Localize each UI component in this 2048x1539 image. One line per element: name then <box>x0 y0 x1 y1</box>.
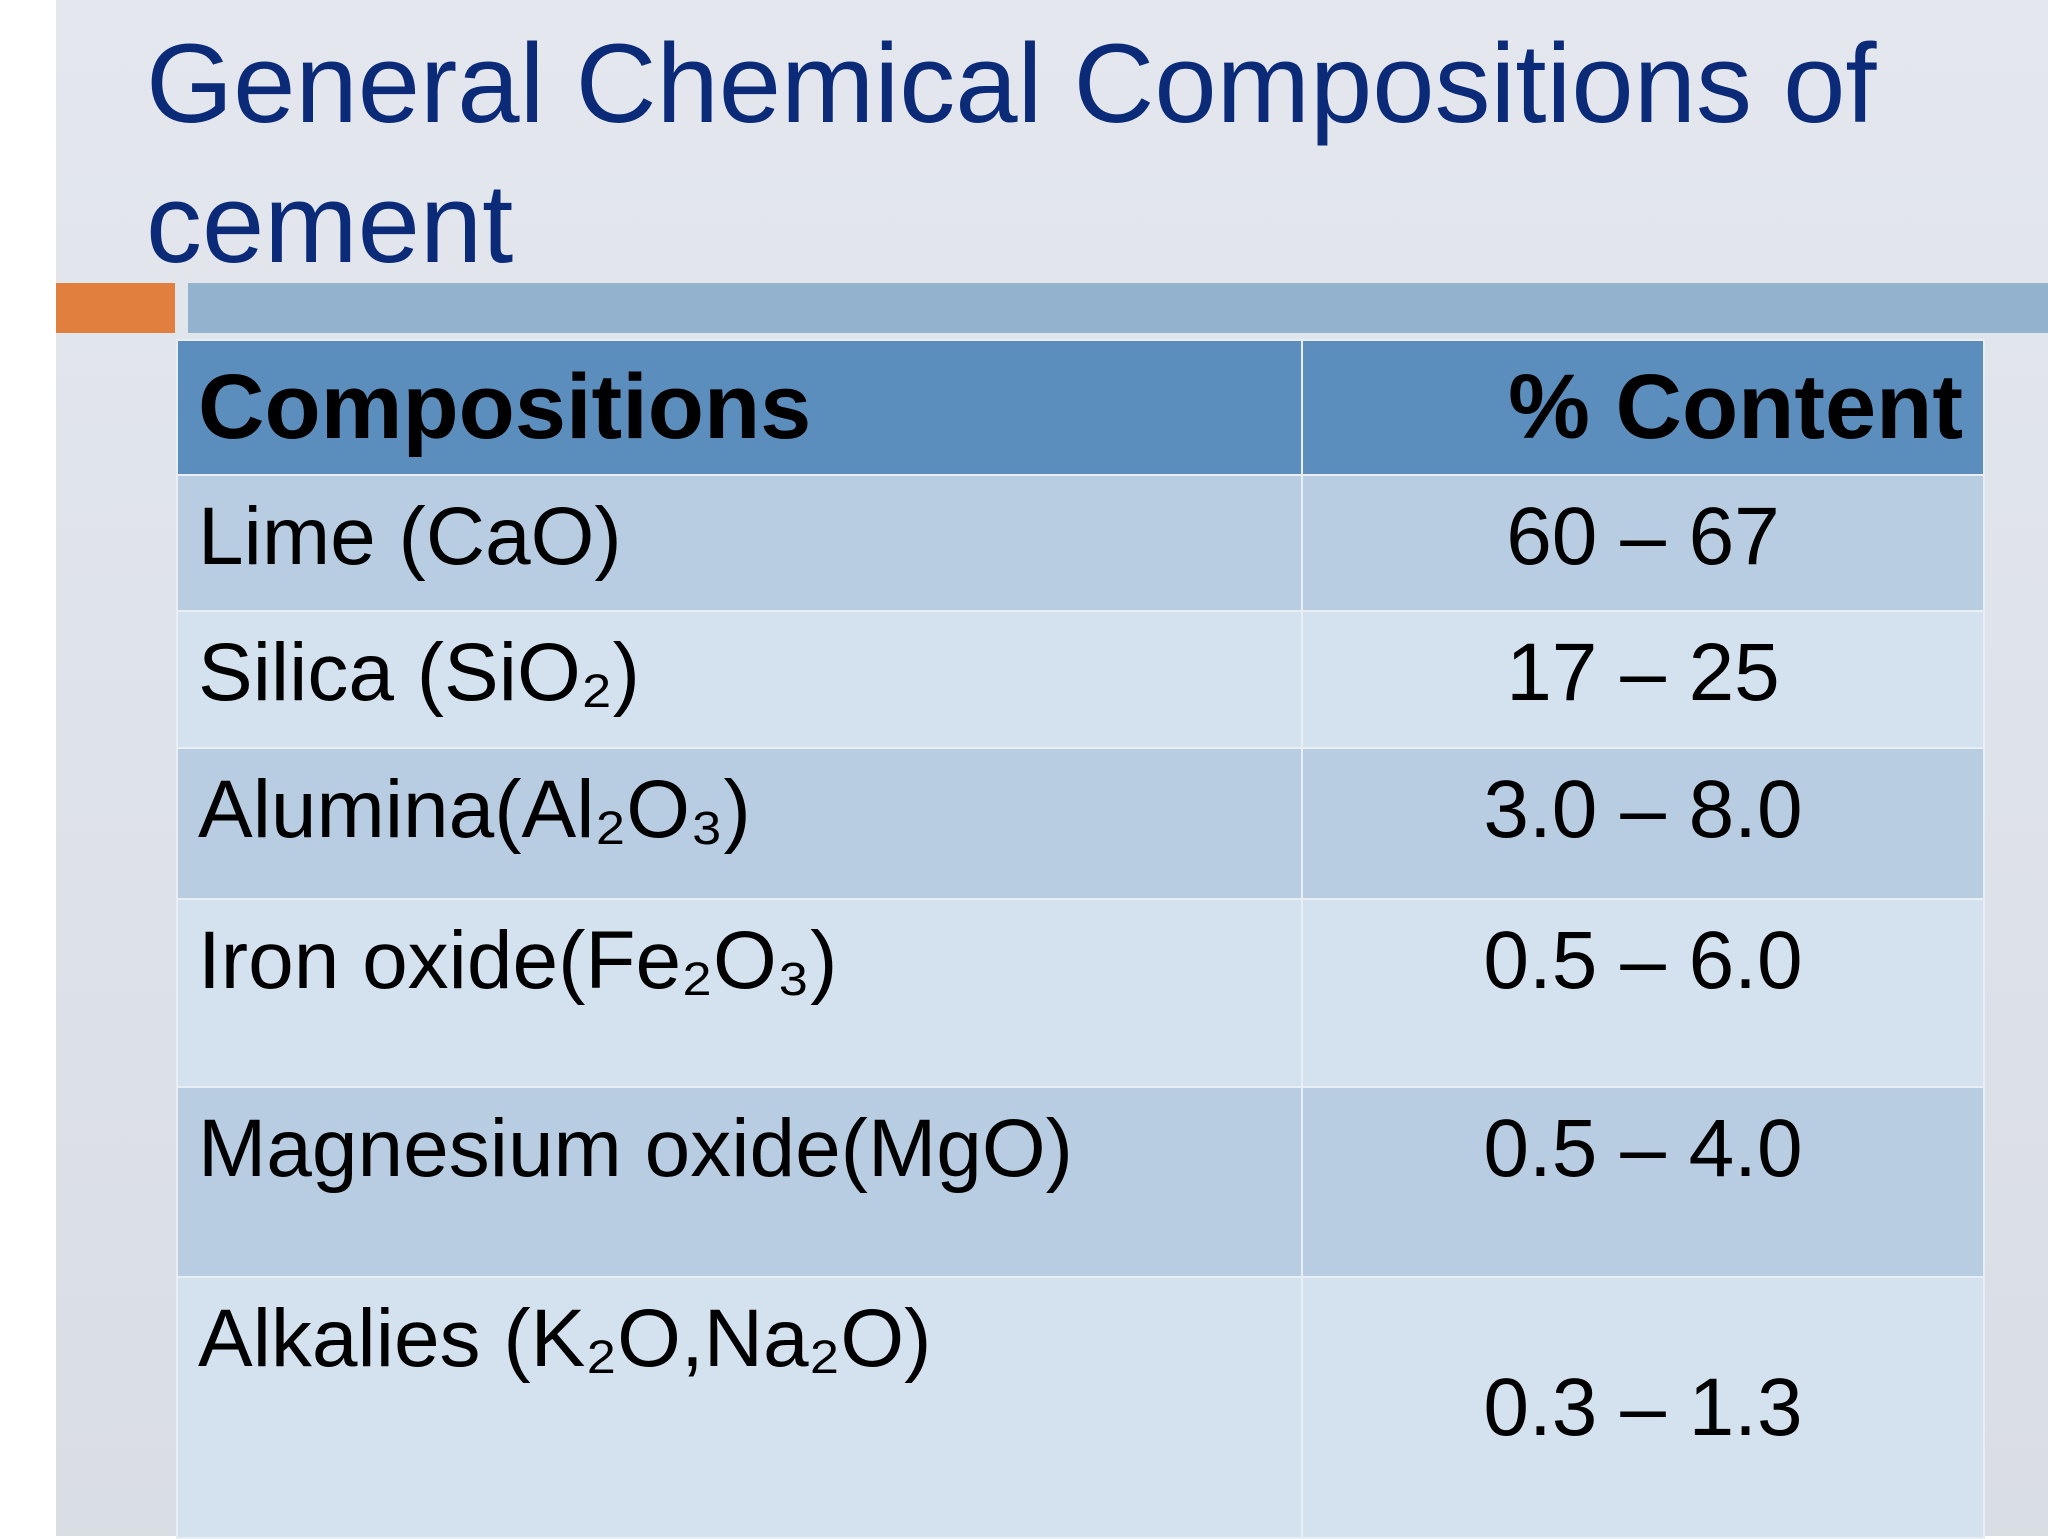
composition-cell: Alumina(Al₂O₃) <box>176 747 1303 900</box>
table-row: Alumina(Al₂O₃) 3.0 – 8.0 <box>176 747 1985 900</box>
content-cell: 0.5 – 4.0 <box>1301 1086 1985 1278</box>
content-cell: 17 – 25 <box>1301 610 1985 749</box>
composition-table: Compositions % Content Lime (CaO) 60 – 67… <box>176 339 1985 1539</box>
column-header: % Content <box>1301 339 1985 476</box>
table-head: Compositions % Content <box>176 339 1985 476</box>
column-header: Compositions <box>176 339 1303 476</box>
table-row: Lime (CaO) 60 – 67 <box>176 474 1985 612</box>
composition-cell: Iron oxide(Fe₂O₃) <box>176 898 1303 1088</box>
table-body: Lime (CaO) 60 – 67 Silica (SiO₂) 17 – 25 Alu… <box>176 474 1985 1539</box>
composition-cell: Magnesium oxide(MgO) <box>176 1086 1303 1278</box>
table-row: Alkalies (K₂O,Na₂O) 0.3 – 1.3 <box>176 1276 1985 1539</box>
header-row: Compositions % Content <box>176 339 1985 476</box>
composition-cell: Alkalies (K₂O,Na₂O) <box>176 1276 1303 1539</box>
accent-block <box>56 283 175 333</box>
content-cell: 3.0 – 8.0 <box>1301 747 1985 900</box>
accent-bar <box>188 283 2048 333</box>
content-cell: 60 – 67 <box>1301 474 1985 612</box>
composition-cell: Silica (SiO₂) <box>176 610 1303 749</box>
table-row: Iron oxide(Fe₂O₃) 0.5 – 6.0 <box>176 898 1985 1088</box>
table-row: Silica (SiO₂) 17 – 25 <box>176 610 1985 749</box>
table-row: Magnesium oxide(MgO) 0.5 – 4.0 <box>176 1086 1985 1278</box>
composition-cell: Lime (CaO) <box>176 474 1303 612</box>
content-cell: 0.3 – 1.3 <box>1301 1276 1985 1539</box>
slide-title: General Chemical Compositions of cement <box>146 21 1877 286</box>
content-cell: 0.5 – 6.0 <box>1301 898 1985 1088</box>
